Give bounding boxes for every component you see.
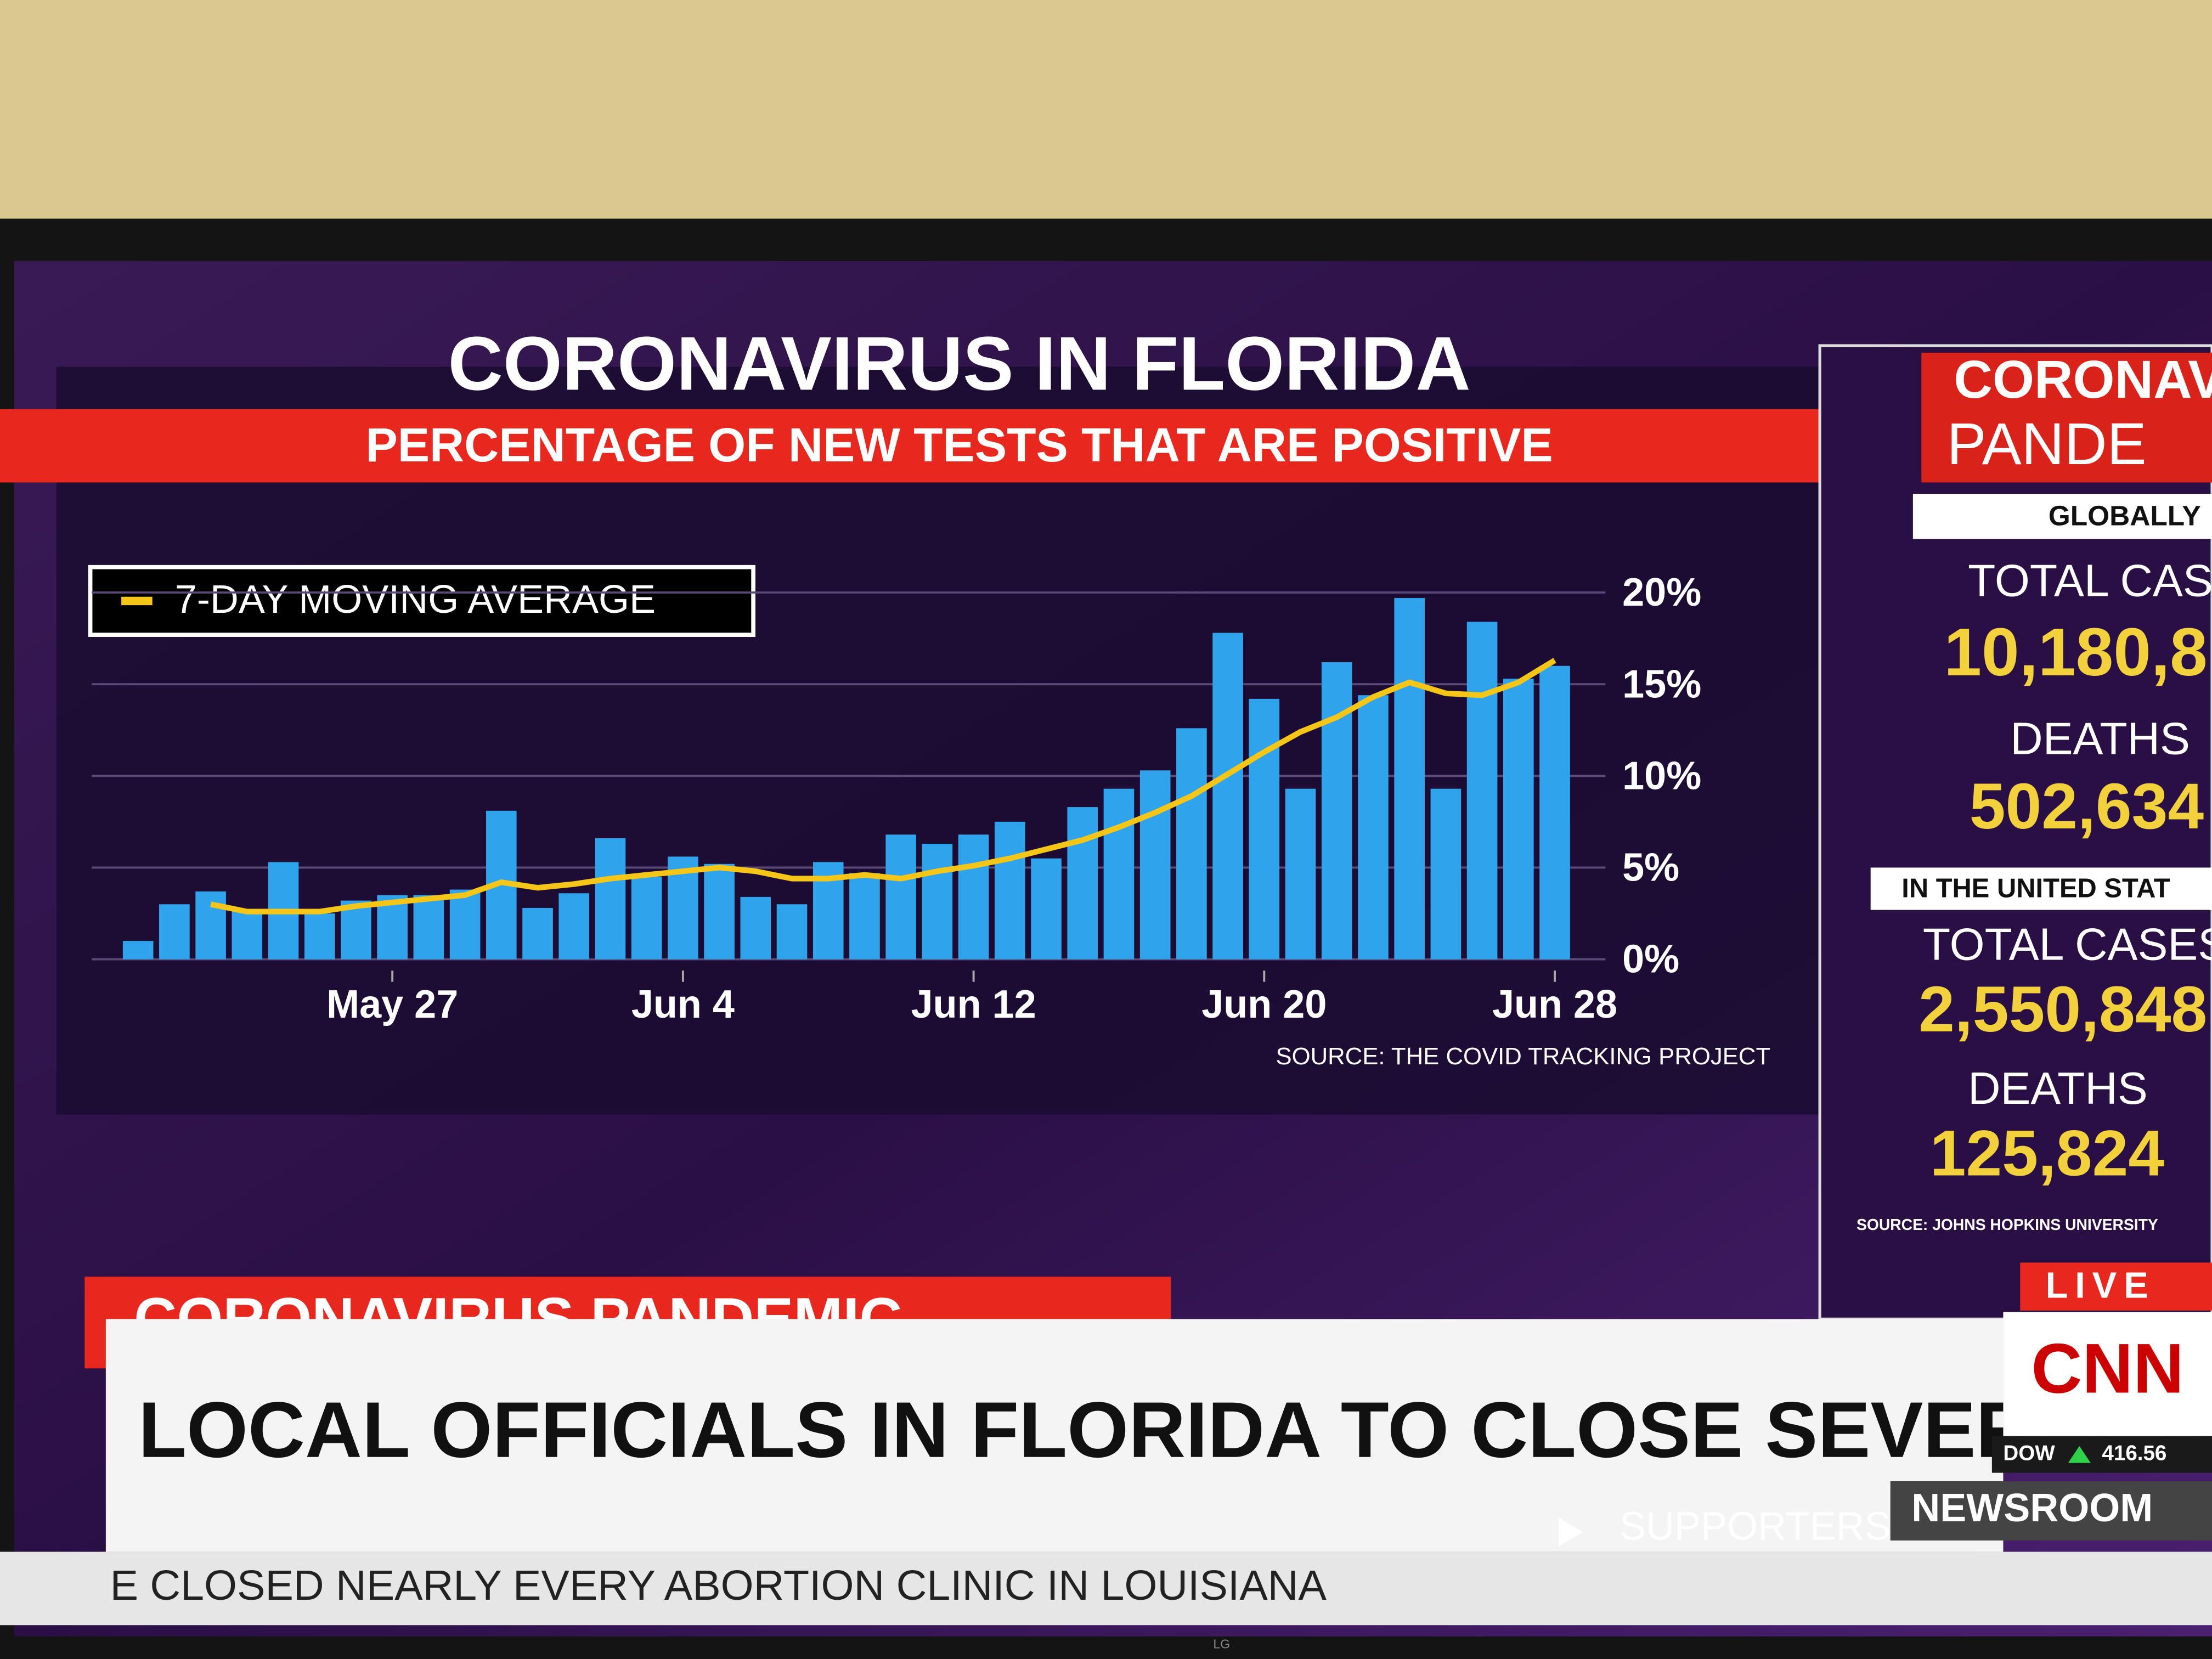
bar: [1539, 665, 1570, 960]
y-tick-label: 5%: [1622, 846, 1679, 890]
bar: [1394, 598, 1425, 960]
bar: [232, 910, 263, 960]
side-source: SOURCE: JOHNS HOPKINS UNIVERSITY: [1857, 1216, 2158, 1233]
side-value: 2,550,848: [1918, 973, 2207, 1046]
bar: [776, 904, 808, 960]
bar: [1249, 698, 1280, 960]
bar: [522, 907, 553, 960]
bar: [1139, 770, 1171, 960]
side-label: IN THE UNITED STAT: [1901, 873, 2170, 903]
bar: [1176, 728, 1207, 960]
dow-value: 416.56: [2102, 1441, 2166, 1465]
y-tick-label: 20%: [1622, 571, 1701, 614]
bar: [1430, 788, 1462, 960]
bar: [740, 896, 771, 960]
y-tick-label: 0%: [1622, 938, 1679, 981]
dow-bg: [1991, 1436, 2212, 1473]
bar: [413, 895, 444, 960]
x-tick-label: Jun 4: [631, 983, 735, 1026]
bar: [1031, 858, 1062, 960]
bar: [1103, 788, 1135, 960]
legend-label: 7-DAY MOVING AVERAGE: [175, 578, 656, 622]
bar: [1358, 695, 1389, 960]
legend-box: [88, 565, 755, 637]
tv-brand: LG: [1213, 1637, 1230, 1651]
bar: [449, 889, 481, 960]
x-tick-label: Jun 28: [1492, 983, 1617, 1026]
side-value: 502,634: [1970, 770, 2204, 843]
subtitle-bar: [0, 409, 1848, 483]
bar: [885, 834, 916, 960]
bar: [159, 904, 190, 960]
show-bg: [1890, 1481, 2212, 1541]
side-band: [1870, 867, 2212, 910]
bar: [558, 893, 590, 960]
bar: [1321, 662, 1352, 960]
ticker-bar: [0, 1551, 2212, 1626]
logo: CNN: [2031, 1330, 2184, 1408]
side-label: DEATHS: [1968, 1064, 2148, 1114]
bar: [1466, 622, 1498, 960]
side-label: GLOBALLY: [2049, 499, 2201, 531]
moving-average-line: [210, 658, 1556, 915]
bar: [1503, 679, 1534, 960]
bar: [1285, 788, 1316, 960]
live: LIVE: [2046, 1265, 2155, 1306]
bar: [304, 913, 335, 960]
bar: [849, 873, 880, 960]
side-header: CORONAV: [1954, 349, 2212, 409]
chart-subtitle: PERCENTAGE OF NEW TESTS THAT ARE POSITIV…: [365, 418, 1553, 472]
logo-bg: [2003, 1312, 2212, 1436]
x-tick-label: May 27: [326, 983, 458, 1026]
plot: 0% 5% 10% 15% 20% May 27 Jun 4 Jun 12 Jun 20 Jun …: [92, 571, 1701, 1026]
side-band: [1912, 494, 2212, 539]
side-label: DEATHS: [2010, 714, 2190, 764]
side-value: 125,824: [1930, 1117, 2165, 1189]
live-bg: [2020, 1262, 2212, 1311]
side-value: 10,180,8: [1944, 614, 2207, 690]
bar: [995, 821, 1025, 960]
ticker-item: SUPPORTERS: [1620, 1504, 1891, 1548]
dow-label: DOW: [2003, 1441, 2055, 1465]
dow-arrow: [2068, 1446, 2091, 1463]
bar: [1212, 633, 1243, 960]
bar: [704, 864, 735, 960]
bar: [595, 838, 626, 960]
chart-source: SOURCE: THE COVID TRACKING PROJECT: [1276, 1043, 1770, 1070]
x-tick-label: Jun 20: [1201, 983, 1327, 1026]
show: NEWSROOM: [1911, 1486, 2153, 1530]
headline: LOCAL OFFICIALS IN FLORIDA TO CLOSE SEVE…: [138, 1386, 2212, 1474]
y-tick-label: 15%: [1622, 662, 1701, 706]
bar: [631, 877, 662, 960]
x-tick-label: Jun 12: [911, 983, 1036, 1026]
ticker-arrow: [1559, 1517, 1583, 1547]
side-header: PANDE: [1947, 410, 2147, 477]
bar: [922, 843, 953, 960]
side-label: TOTAL CASES: [1923, 920, 2212, 970]
bar: [958, 834, 989, 960]
y-tick-label: 10%: [1622, 754, 1701, 798]
ticker-item: E CLOSED NEARLY EVERY ABORTION CLINIC IN…: [110, 1562, 1327, 1609]
side-header-bg: [1921, 352, 2212, 483]
bar: [122, 941, 154, 960]
chart-title: CORONAVIRUS IN FLORIDA: [448, 321, 1471, 406]
bar: [1067, 807, 1098, 960]
side-label: TOTAL CAS: [1968, 556, 2212, 606]
bar: [195, 891, 226, 960]
headline-bar: [105, 1319, 2004, 1552]
